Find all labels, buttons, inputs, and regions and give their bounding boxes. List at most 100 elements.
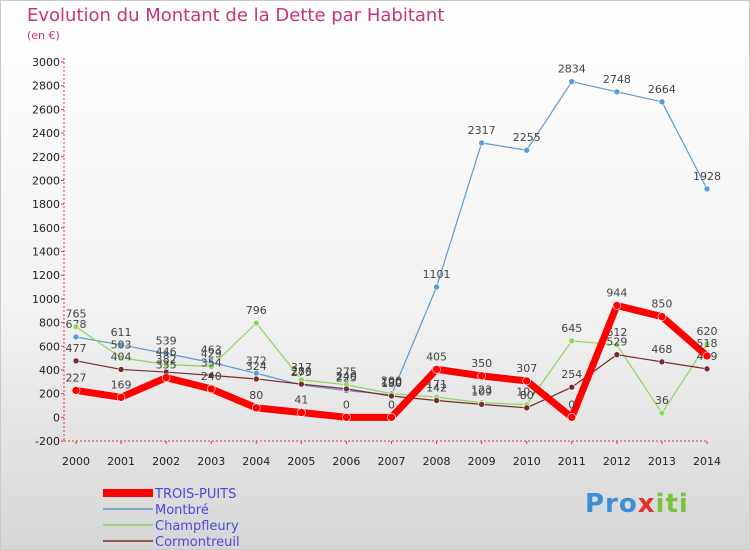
data-label-trois-puits: 335	[156, 359, 177, 372]
y-tick-label: 1600	[32, 222, 60, 235]
data-point-cormontreuil	[343, 385, 350, 393]
legend-label-montbr: Montbré	[155, 503, 209, 518]
data-point-montbr	[613, 88, 621, 96]
data-label-trois-puits: 80	[249, 389, 263, 402]
data-point-trois-puits	[522, 376, 532, 386]
legend-label-champfleury: Champfleury	[155, 519, 239, 534]
data-label-champfleury: 123	[471, 384, 492, 397]
data-label-montbr: 2834	[558, 63, 586, 76]
data-label-montbr: 372	[246, 354, 267, 367]
data-label-trois-puits: 41	[294, 393, 308, 406]
data-point-champfleury	[252, 319, 260, 327]
data-point-cormontreuil	[252, 375, 260, 383]
x-tick-label: 2001	[107, 455, 135, 468]
x-tick-label: 2004	[242, 455, 270, 468]
data-label-cormontreuil: 354	[201, 356, 222, 369]
data-label-champfleury: 620	[697, 325, 718, 338]
data-label-champfleury: 275	[336, 366, 357, 379]
data-label-montbr: 611	[111, 326, 132, 339]
data-label-cormontreuil: 109	[471, 385, 492, 398]
data-label-champfleury: 36	[655, 394, 669, 407]
logo-part-x: x	[637, 489, 656, 519]
data-label-champfleury: 503	[111, 339, 132, 352]
legend-label-trois-puits: TROIS-PUITS	[154, 487, 236, 502]
data-label-champfleury: 796	[246, 304, 267, 317]
data-point-montbr	[523, 146, 531, 154]
data-point-champfleury	[207, 363, 215, 370]
data-label-champfleury: 645	[561, 322, 582, 335]
data-point-trois-puits	[161, 373, 171, 382]
data-label-trois-puits: 240	[201, 370, 222, 383]
y-tick-label: 0	[53, 411, 60, 424]
data-point-cormontreuil	[568, 383, 576, 391]
x-tick-label: 2010	[513, 455, 541, 468]
x-tick-label: 2014	[693, 455, 721, 468]
data-point-cormontreuil	[117, 366, 125, 373]
data-label-champfleury: 446	[156, 345, 177, 358]
data-point-cormontreuil	[72, 357, 80, 365]
data-point-champfleury	[658, 409, 666, 417]
data-point-montbr	[658, 98, 666, 106]
data-point-cormontreuil	[433, 397, 440, 404]
x-tick-label: 2011	[558, 455, 586, 468]
data-label-montbr: 2255	[513, 131, 541, 144]
chart-title: Evolution du Montant de la Dette par Hab…	[27, 5, 445, 26]
data-label-trois-puits: 850	[651, 298, 672, 311]
data-label-cormontreuil: 240	[336, 370, 357, 383]
data-label-montbr: 2664	[648, 83, 676, 96]
data-point-cormontreuil	[523, 404, 531, 412]
data-label-montbr: 2317	[468, 124, 496, 137]
data-label-montbr: 2748	[603, 73, 631, 86]
y-tick-label: -200	[35, 435, 60, 448]
x-tick-label: 2003	[197, 455, 225, 468]
data-point-montbr	[117, 341, 125, 349]
data-point-trois-puits	[612, 301, 622, 310]
y-tick-label: 600	[39, 340, 60, 353]
data-label-cormontreuil: 382	[156, 353, 177, 366]
data-point-trois-puits	[702, 351, 712, 361]
chart-unit-label: (en €)	[27, 29, 60, 42]
data-point-montbr	[568, 78, 576, 85]
data-point-champfleury	[703, 340, 711, 348]
data-label-trois-puits: 0	[388, 398, 395, 411]
y-tick-label: 800	[39, 317, 60, 330]
data-point-montbr	[433, 283, 440, 291]
logo-part-pro: Pro	[585, 489, 638, 519]
data-point-trois-puits	[567, 413, 577, 422]
proxiti-logo: Proxiti	[585, 489, 689, 519]
data-point-cormontreuil	[703, 365, 711, 373]
y-tick-label: 2800	[32, 80, 60, 93]
y-tick-label: 2200	[32, 151, 60, 164]
data-label-trois-puits: 350	[471, 357, 492, 370]
data-label-montbr: 1928	[693, 170, 721, 183]
data-label-cormontreuil: 142	[426, 381, 447, 394]
data-point-cormontreuil	[207, 372, 215, 379]
data-point-montbr	[162, 350, 170, 357]
y-tick-label: 2400	[32, 127, 60, 140]
data-label-trois-puits: 944	[606, 287, 627, 300]
x-tick-label: 2006	[332, 455, 360, 468]
y-tick-label: 1400	[32, 246, 60, 259]
data-point-trois-puits	[206, 384, 216, 394]
data-label-champfleury: 429	[201, 348, 222, 361]
data-label-champfleury: 200	[381, 375, 402, 388]
data-point-montbr	[478, 139, 485, 147]
data-point-trois-puits	[432, 365, 441, 374]
data-point-montbr	[72, 333, 80, 341]
x-tick-label: 2000	[62, 455, 90, 468]
data-label-montbr: 1101	[423, 268, 451, 281]
data-label-cormontreuil: 477	[66, 342, 87, 355]
data-label-cormontreuil: 404	[111, 350, 132, 363]
data-point-trois-puits	[116, 392, 126, 402]
logo-part-iti: iti	[655, 489, 689, 519]
data-label-trois-puits: 0	[343, 398, 350, 411]
data-label-cormontreuil: 324	[246, 360, 267, 373]
y-tick-label: 1000	[32, 293, 60, 306]
x-tick-label: 2007	[378, 455, 406, 468]
data-point-trois-puits	[297, 408, 306, 417]
y-tick-label: 2000	[32, 174, 60, 187]
data-label-trois-puits: 307	[516, 362, 537, 375]
y-tick-label: 200	[39, 388, 60, 401]
